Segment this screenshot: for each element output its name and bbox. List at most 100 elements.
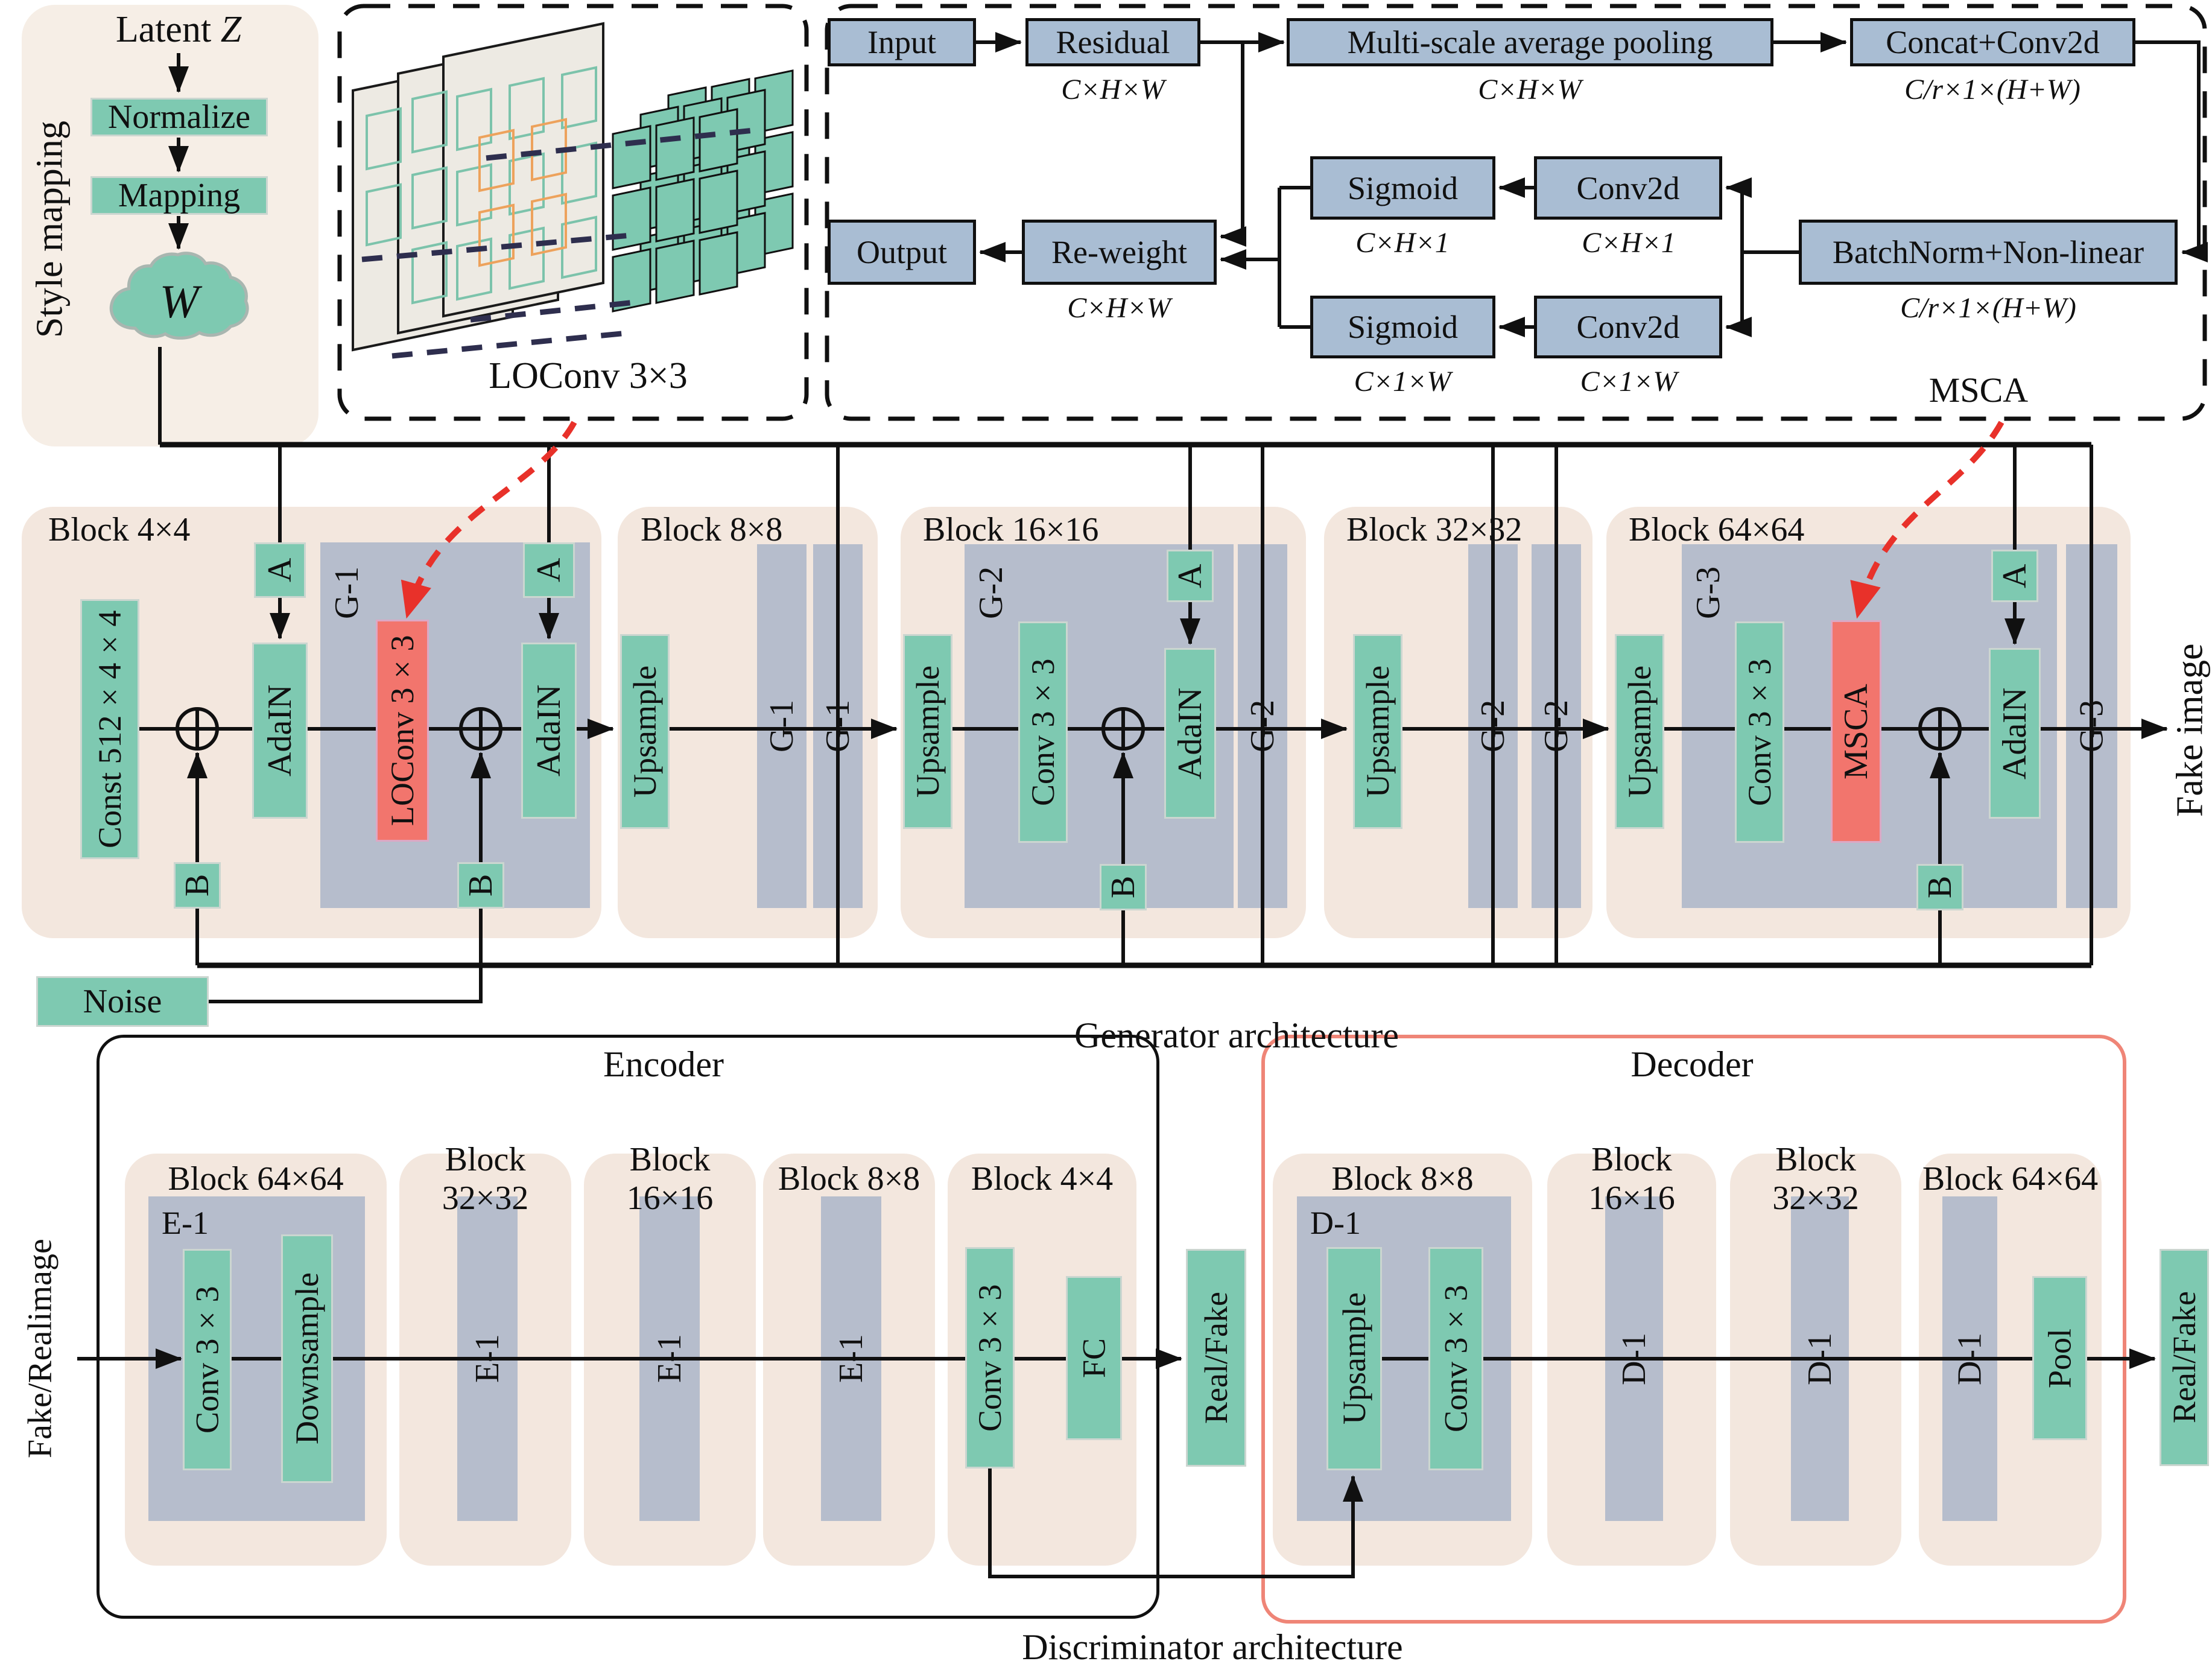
gen-a-16-box: A <box>1167 550 1214 602</box>
noise-box: Noise <box>36 976 209 1027</box>
gen-b1-box: B <box>174 862 221 909</box>
gen-a1-box: A <box>254 542 306 598</box>
msca-dim-conv2d-w: C×1×W <box>1580 365 1678 398</box>
dec-real-fake-box: Real/Fake <box>2160 1249 2209 1466</box>
enc-block-8x8-label: Block 8×8 <box>778 1160 921 1198</box>
gen-block-16x16-label: Block 16×16 <box>923 511 1099 548</box>
msca-batchnorm-box: BatchNorm+Non-linear <box>1799 220 2178 285</box>
msca-dim-pooling: C×H×W <box>1478 73 1582 106</box>
msca-dim-concat: C/r×1×(H+W) <box>1904 73 2080 106</box>
gen-b-64-box: B <box>1916 864 1963 910</box>
gen-block-8x8-label: Block 8×8 <box>641 511 783 548</box>
gen-g2-slab-right-label: G-2 <box>1244 699 1281 753</box>
gen-adain-64-box: AdaIN <box>1989 648 2041 819</box>
gen-a2-box: A <box>523 542 575 598</box>
gen-g2-box-label: G-2 <box>972 566 1010 619</box>
enc-conv-4-box: Conv 3×3 <box>965 1247 1015 1469</box>
msca-reweight-box: Re-weight <box>1022 220 1217 285</box>
generator-caption: Generator architecture <box>1074 1015 1399 1055</box>
gen-adain2-box: AdaIN <box>521 643 577 819</box>
const-box: Const 512×4×4 <box>80 599 139 859</box>
msca-sigmoid-h-box: Sigmoid <box>1310 156 1495 220</box>
mapping-box: Mapping <box>90 176 268 215</box>
discriminator-caption: Discriminator architecture <box>1022 1627 1403 1667</box>
gen-adain1-box: AdaIN <box>252 643 308 819</box>
msca-pooling-box: Multi-scale average pooling <box>1287 18 1773 66</box>
add-noise-oplus-3 <box>1101 707 1145 751</box>
add-noise-oplus-2 <box>459 707 502 751</box>
gen-block-64x64-label: Block 64×64 <box>1629 511 1805 548</box>
encoder-box <box>97 1035 1159 1619</box>
msca-dim-residual: C×H×W <box>1061 73 1165 106</box>
gen-g1-slab-2-label: G-1 <box>819 699 857 753</box>
style-mapping-label: Style mapping <box>29 121 71 338</box>
msca-sigmoid-w-box: Sigmoid <box>1310 296 1495 358</box>
gen-g2-slab-1-label: G-2 <box>1474 699 1512 753</box>
gen-conv-64-box: Conv 3×3 <box>1735 621 1784 843</box>
dec-conv-box: Conv 3×3 <box>1428 1247 1483 1470</box>
msca-output-box: Output <box>828 220 976 285</box>
msca-caption: MSCA <box>1928 370 2029 410</box>
gen-adain-16-box: AdaIN <box>1164 648 1216 819</box>
dec-upsample-box: Upsample <box>1326 1247 1382 1470</box>
msca-dim-reweight: C×H×W <box>1067 291 1171 324</box>
loconv-caption: LOConv 3×3 <box>489 355 688 396</box>
latent-z-label: Latent Z <box>115 8 242 50</box>
gen-g2-slab-2-label: G-2 <box>1538 699 1575 753</box>
enc-e1-slab-32-label: E-1 <box>469 1334 506 1383</box>
msca-dim-conv2d-h: C×H×1 <box>1582 226 1676 259</box>
dec-d1-slab-64-label: D-1 <box>1951 1332 1989 1385</box>
dec-d1-slab-32-label: D-1 <box>1801 1332 1839 1385</box>
gen-upsample-32-box: Upsample <box>1353 634 1402 829</box>
enc-downsample-box: Downsample <box>281 1234 333 1483</box>
enc-conv-64-box: Conv 3×3 <box>183 1249 232 1470</box>
msca-panel-border <box>825 4 2207 421</box>
gen-b-16-box: B <box>1100 864 1147 910</box>
enc-block-64x64-label: Block 64×64 <box>168 1160 344 1198</box>
gen-block-4x4-label: Block 4×4 <box>48 511 191 548</box>
loconv-illustration <box>352 22 794 359</box>
w-cloud: W <box>104 246 255 348</box>
fake-image-label: Fake image <box>2169 643 2211 817</box>
enc-e1-slab-16-label: E-1 <box>651 1334 688 1383</box>
msca-concat-box: Concat+Conv2d <box>1850 18 2135 66</box>
enc-e1-box-label: E-1 <box>162 1205 209 1241</box>
decoder-box <box>1261 1035 2126 1624</box>
enc-fc-box: FC <box>1066 1276 1122 1440</box>
add-noise-oplus-4 <box>1918 707 1962 751</box>
gen-upsample-8-box: Upsample <box>620 634 670 829</box>
dec-block-64x64-label: Block 64×64 <box>1922 1160 2099 1198</box>
enc-block-16x16-label: Block 16×16 <box>626 1141 714 1217</box>
dec-block-32x32-label: Block 32×32 <box>1772 1141 1859 1217</box>
dec-d1-slab-16-label: D-1 <box>1615 1332 1653 1385</box>
enc-block-32x32-label: Block 32×32 <box>442 1141 529 1217</box>
gen-upsample-16-box: Upsample <box>903 634 952 829</box>
gen-upsample-64-box: Upsample <box>1615 634 1664 829</box>
fake-real-input-label: Fake/Real image <box>21 1239 59 1458</box>
msca-input-box: Input <box>828 18 976 66</box>
add-noise-oplus-1 <box>176 707 219 751</box>
msca-dim-sigmoid-w: C×1×W <box>1354 365 1451 398</box>
gen-g1-box-label: G-1 <box>328 566 366 619</box>
gen-msca-box: MSCA <box>1831 620 1881 843</box>
msca-conv2d-w-box: Conv2d <box>1534 296 1722 358</box>
gen-g1-slab-1 <box>757 544 807 908</box>
cloud-icon <box>109 252 249 340</box>
gen-block-32x32-label: Block 32×32 <box>1346 511 1523 548</box>
gen-g3-slab-right-label: G-3 <box>2073 699 2111 753</box>
gen-loconv-box: LOConv 3×3 <box>376 620 429 842</box>
decoder-label: Decoder <box>1630 1044 1754 1084</box>
dec-d1-box-label: D-1 <box>1310 1205 1361 1241</box>
enc-real-fake-box: Real/Fake <box>1186 1249 1246 1467</box>
msca-residual-box: Residual <box>1025 18 1200 66</box>
msca-dim-sigmoid-h: C×H×1 <box>1355 226 1450 259</box>
normalize-box: Normalize <box>90 98 268 136</box>
gen-g3-box-label: G-3 <box>1690 566 1727 619</box>
enc-block-4x4-label: Block 4×4 <box>971 1160 1114 1198</box>
gen-g1-slab-1-label: G-1 <box>763 699 800 753</box>
msca-dim-batchnorm: C/r×1×(H+W) <box>1900 291 2076 324</box>
gen-a-64-box: A <box>1991 550 2038 602</box>
enc-e1-slab-8-label: E-1 <box>832 1334 870 1383</box>
dec-pool-box: Pool <box>2032 1276 2087 1440</box>
